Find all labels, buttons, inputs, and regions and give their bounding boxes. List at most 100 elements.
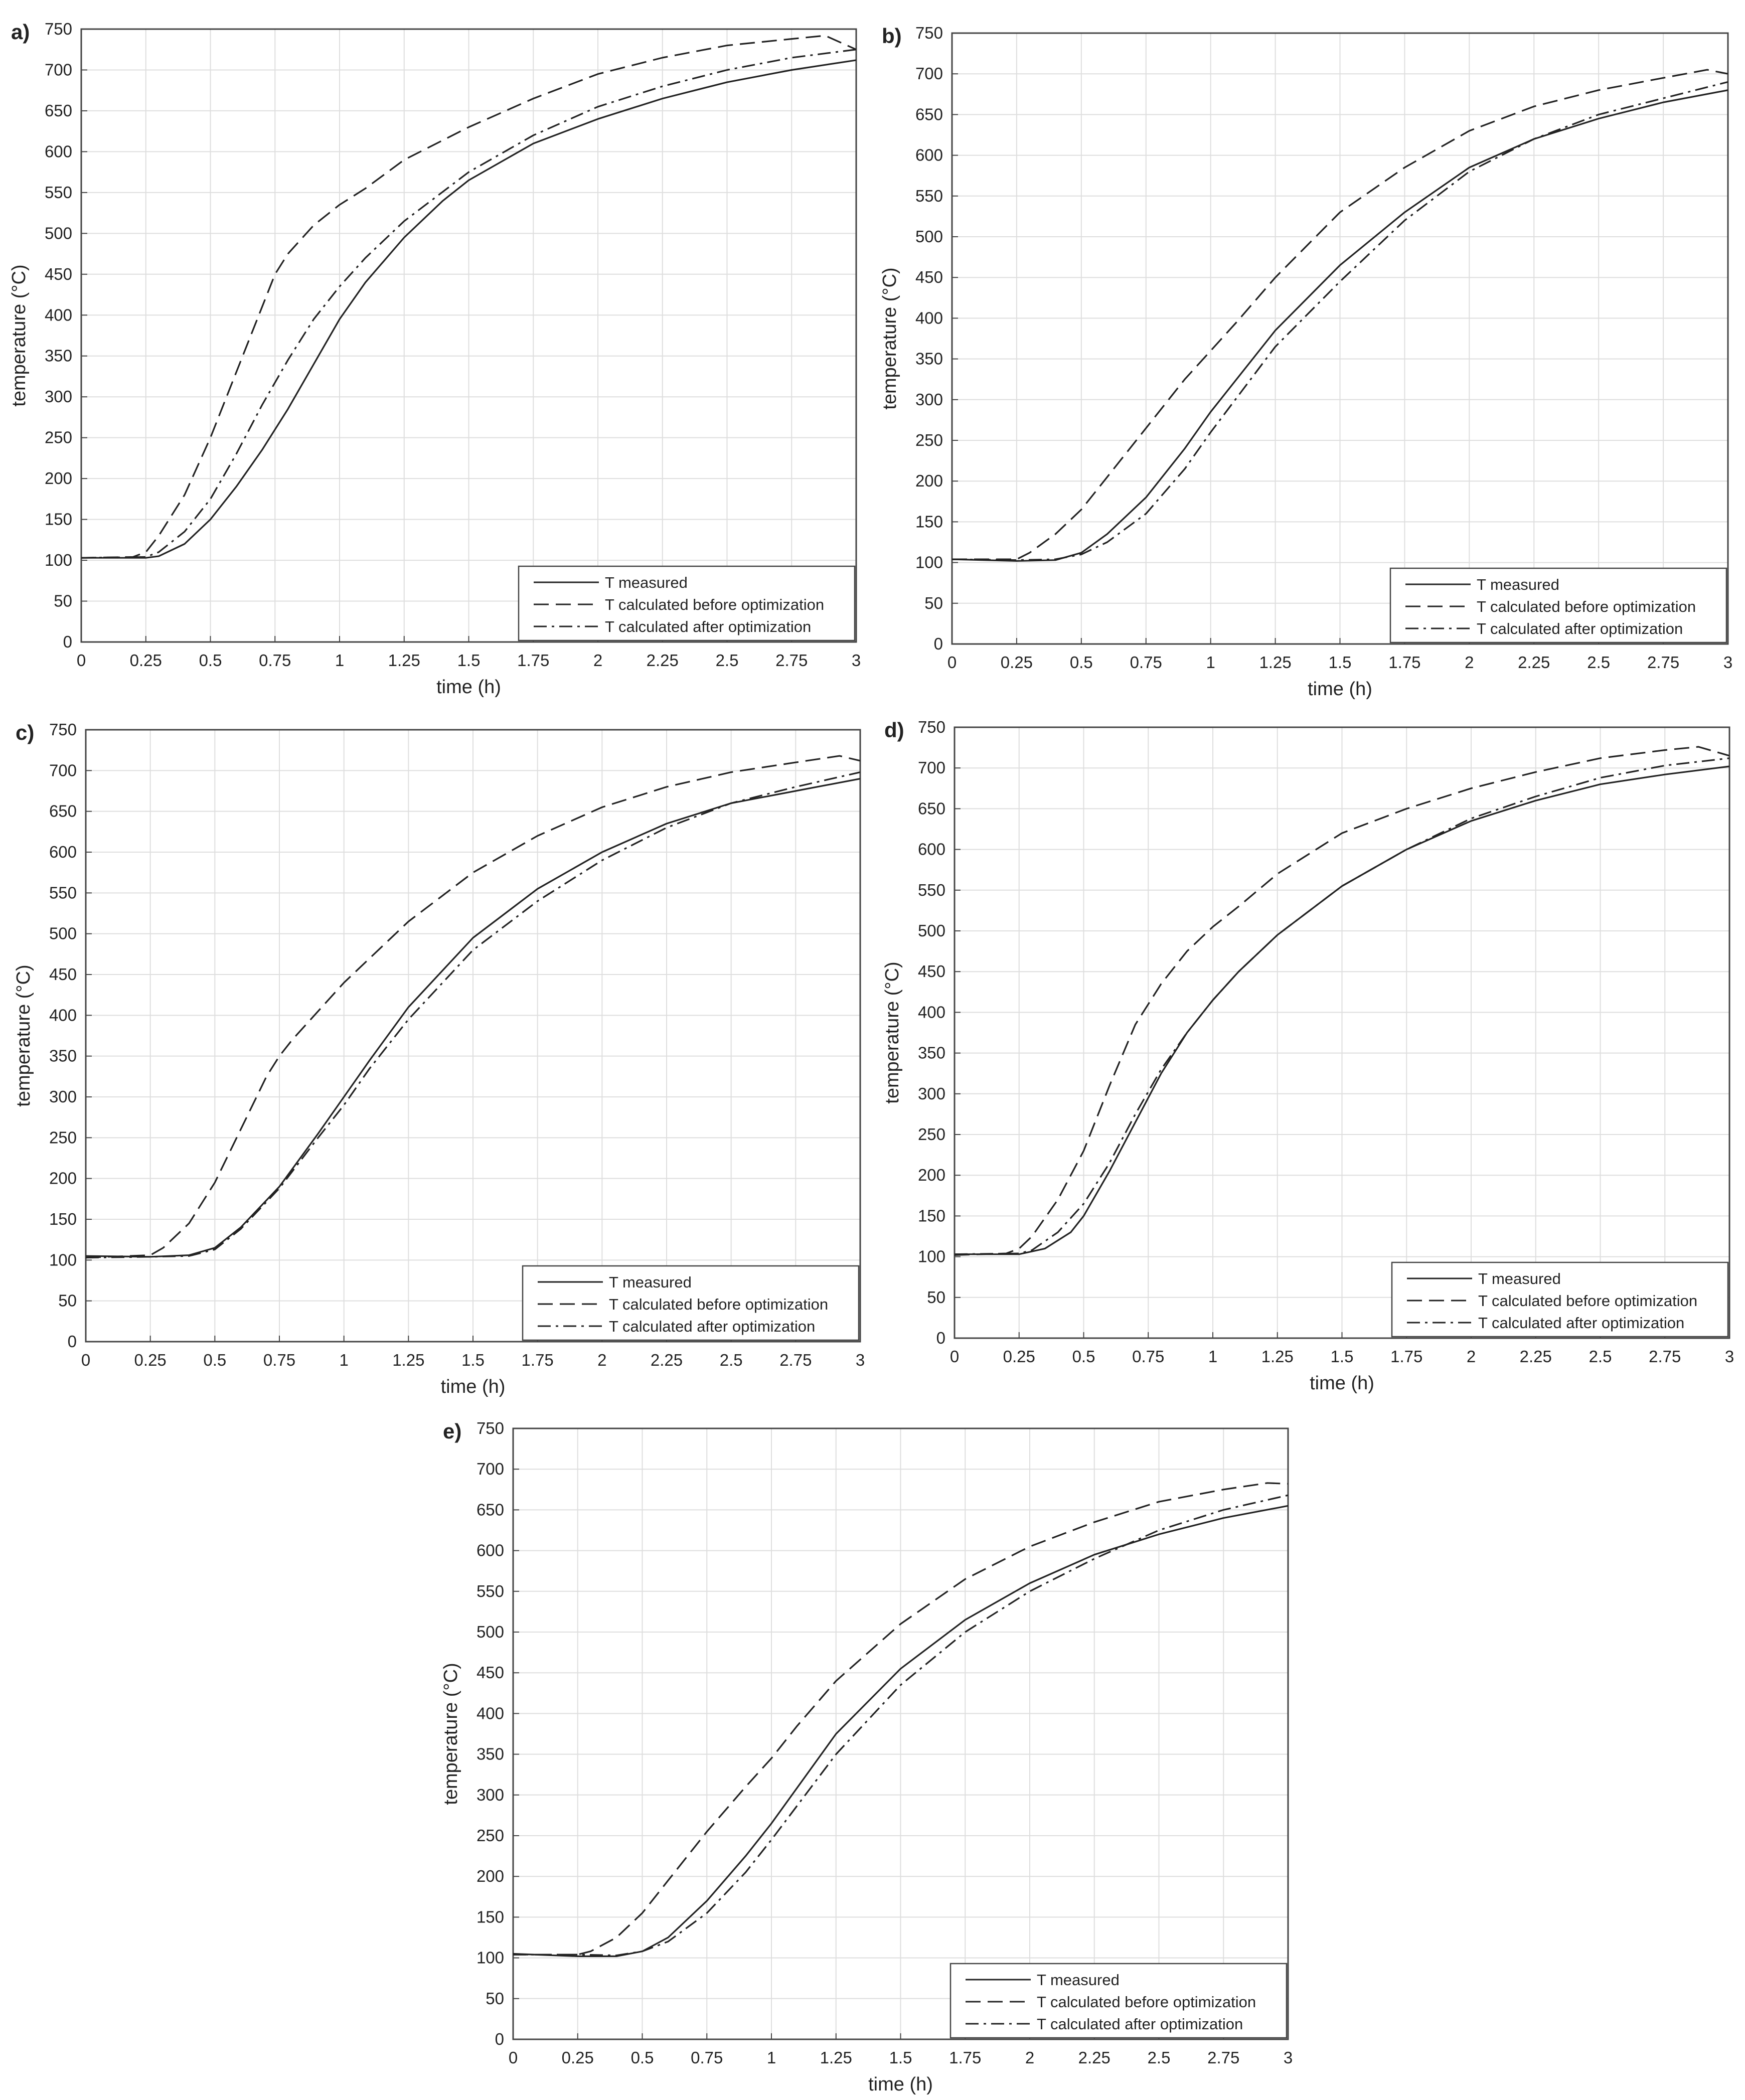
series-line-dashed — [81, 35, 856, 559]
legend-box — [522, 1265, 860, 1341]
y-tick-label: 550 — [477, 1582, 504, 1600]
x-tick-label: 0.5 — [203, 1351, 226, 1369]
y-tick-label: 700 — [45, 60, 72, 79]
x-tick-label: 0.5 — [631, 2048, 654, 2067]
y-tick-label: 450 — [915, 268, 943, 286]
x-tick-label: 0 — [950, 1347, 959, 1366]
series-line-solid — [81, 59, 856, 559]
y-tick-label: 0 — [68, 1332, 77, 1351]
legend-box — [1389, 567, 1727, 643]
y-tick-label: 650 — [49, 802, 77, 821]
series-line-dashdot — [952, 81, 1728, 561]
x-tick-label: 0.75 — [263, 1351, 295, 1369]
legend-entry: T calculated after optimization — [605, 618, 811, 635]
y-tick-label: 300 — [918, 1084, 945, 1103]
x-tick-label: 2.75 — [1207, 2048, 1239, 2067]
x-tick-label: 2.5 — [1589, 1347, 1612, 1366]
y-tick-label: 150 — [918, 1206, 945, 1225]
legend-entry: T measured — [1477, 576, 1559, 593]
x-tick-label: 2.25 — [647, 651, 679, 670]
x-tick-label: 3 — [856, 1351, 865, 1369]
series-line-dashed — [513, 1482, 1288, 1956]
chart-panel-1: 0 0.25 0.5 0.75 1 1.25 1.5 1.75 2 2.25 2.5 2.75 3 0 50… — [9, 20, 861, 698]
x-tick-label: 0.25 — [562, 2048, 594, 2067]
y-tick-label: 300 — [477, 1786, 504, 1804]
y-tick-label: 400 — [918, 1003, 945, 1021]
y-tick-label: 150 — [45, 510, 72, 529]
y-tick-label: 600 — [49, 843, 77, 861]
panel-label: d) — [884, 718, 904, 742]
y-tick-label: 700 — [915, 64, 943, 83]
y-tick-label: 550 — [45, 183, 72, 202]
legend-entry: T calculated before optimization — [1477, 598, 1696, 615]
series-line-solid — [952, 89, 1728, 562]
y-tick-label: 550 — [918, 881, 945, 899]
y-tick-label: 100 — [45, 551, 72, 569]
x-tick-label: 2 — [1025, 2048, 1034, 2067]
x-tick-label: 3 — [1725, 1347, 1734, 1366]
x-tick-label: 2.25 — [1518, 653, 1550, 672]
y-tick-label: 200 — [45, 469, 72, 488]
x-tick-label: 1.75 — [517, 651, 549, 670]
x-tick-label: 3 — [1723, 653, 1732, 672]
x-tick-label: 2 — [1465, 653, 1474, 672]
y-tick-label: 100 — [477, 1949, 504, 1967]
x-tick-label: 0 — [81, 1351, 90, 1369]
y-axis-label: temperature (°C) — [440, 1663, 461, 1805]
y-tick-label: 500 — [45, 224, 72, 242]
y-tick-label: 200 — [477, 1867, 504, 1885]
legend-entry: T calculated before optimization — [605, 596, 824, 613]
x-tick-label: 0.75 — [1130, 653, 1162, 672]
y-tick-label: 150 — [477, 1907, 504, 1926]
y-tick-label: 750 — [49, 720, 77, 739]
y-axis-label: temperature (°C) — [9, 264, 30, 406]
x-tick-label: 0 — [509, 2048, 518, 2067]
x-tick-label: 1.75 — [1388, 653, 1420, 672]
x-axis-label: time (h) — [1308, 679, 1372, 700]
legend: T measured T calculated before optimizati… — [518, 565, 856, 641]
x-tick-label: 1.75 — [1390, 1347, 1422, 1366]
legend: T measured T calculated before optimizati… — [949, 1963, 1288, 2039]
y-tick-label: 600 — [477, 1541, 504, 1560]
x-tick-label: 1 — [767, 2048, 776, 2067]
y-tick-label: 450 — [477, 1663, 504, 1682]
y-tick-label: 600 — [918, 840, 945, 859]
chart-panel-5: 0 0.25 0.5 0.75 1 1.25 1.5 1.75 2 2.25 2.5 2.75 3 0 50… — [440, 1419, 1293, 2095]
x-tick-label: 0.25 — [1001, 653, 1033, 672]
x-tick-label: 1 — [1206, 653, 1215, 672]
y-tick-label: 650 — [45, 101, 72, 120]
x-tick-label: 1.25 — [1259, 653, 1291, 672]
y-tick-label: 50 — [58, 1291, 77, 1310]
x-tick-label: 1 — [335, 651, 344, 670]
y-tick-label: 750 — [477, 1419, 504, 1437]
y-tick-label: 400 — [915, 308, 943, 327]
y-tick-label: 50 — [927, 1288, 945, 1307]
y-tick-label: 600 — [45, 142, 72, 160]
x-tick-label: 0.75 — [259, 651, 291, 670]
y-tick-label: 750 — [915, 24, 943, 42]
y-tick-label: 250 — [918, 1125, 945, 1144]
y-tick-label: 450 — [45, 265, 72, 283]
y-tick-label: 500 — [49, 924, 77, 943]
panel-label: e) — [443, 1419, 461, 1443]
x-axis-label: time (h) — [441, 1376, 506, 1397]
y-tick-label: 300 — [49, 1087, 77, 1106]
y-tick-label: 0 — [63, 632, 72, 651]
y-tick-label: 700 — [49, 761, 77, 779]
y-tick-label: 100 — [918, 1247, 945, 1266]
x-tick-label: 2.75 — [1649, 1347, 1681, 1366]
y-tick-label: 350 — [915, 350, 943, 368]
x-tick-label: 1.25 — [1261, 1347, 1294, 1366]
y-tick-label: 750 — [918, 718, 945, 736]
x-tick-label: 1.25 — [820, 2048, 852, 2067]
legend-entry: T calculated after optimization — [1478, 1314, 1684, 1332]
legend-entry: T calculated before optimization — [609, 1296, 828, 1313]
x-tick-label: 0.25 — [134, 1351, 167, 1369]
x-tick-label: 0 — [77, 651, 86, 670]
x-tick-label: 2.75 — [1647, 653, 1679, 672]
y-tick-label: 700 — [918, 758, 945, 777]
x-tick-label: 2.75 — [779, 1351, 812, 1369]
series-line-dashdot — [86, 771, 860, 1259]
series-line-dashed — [952, 69, 1728, 560]
legend-entry: T measured — [609, 1273, 692, 1291]
